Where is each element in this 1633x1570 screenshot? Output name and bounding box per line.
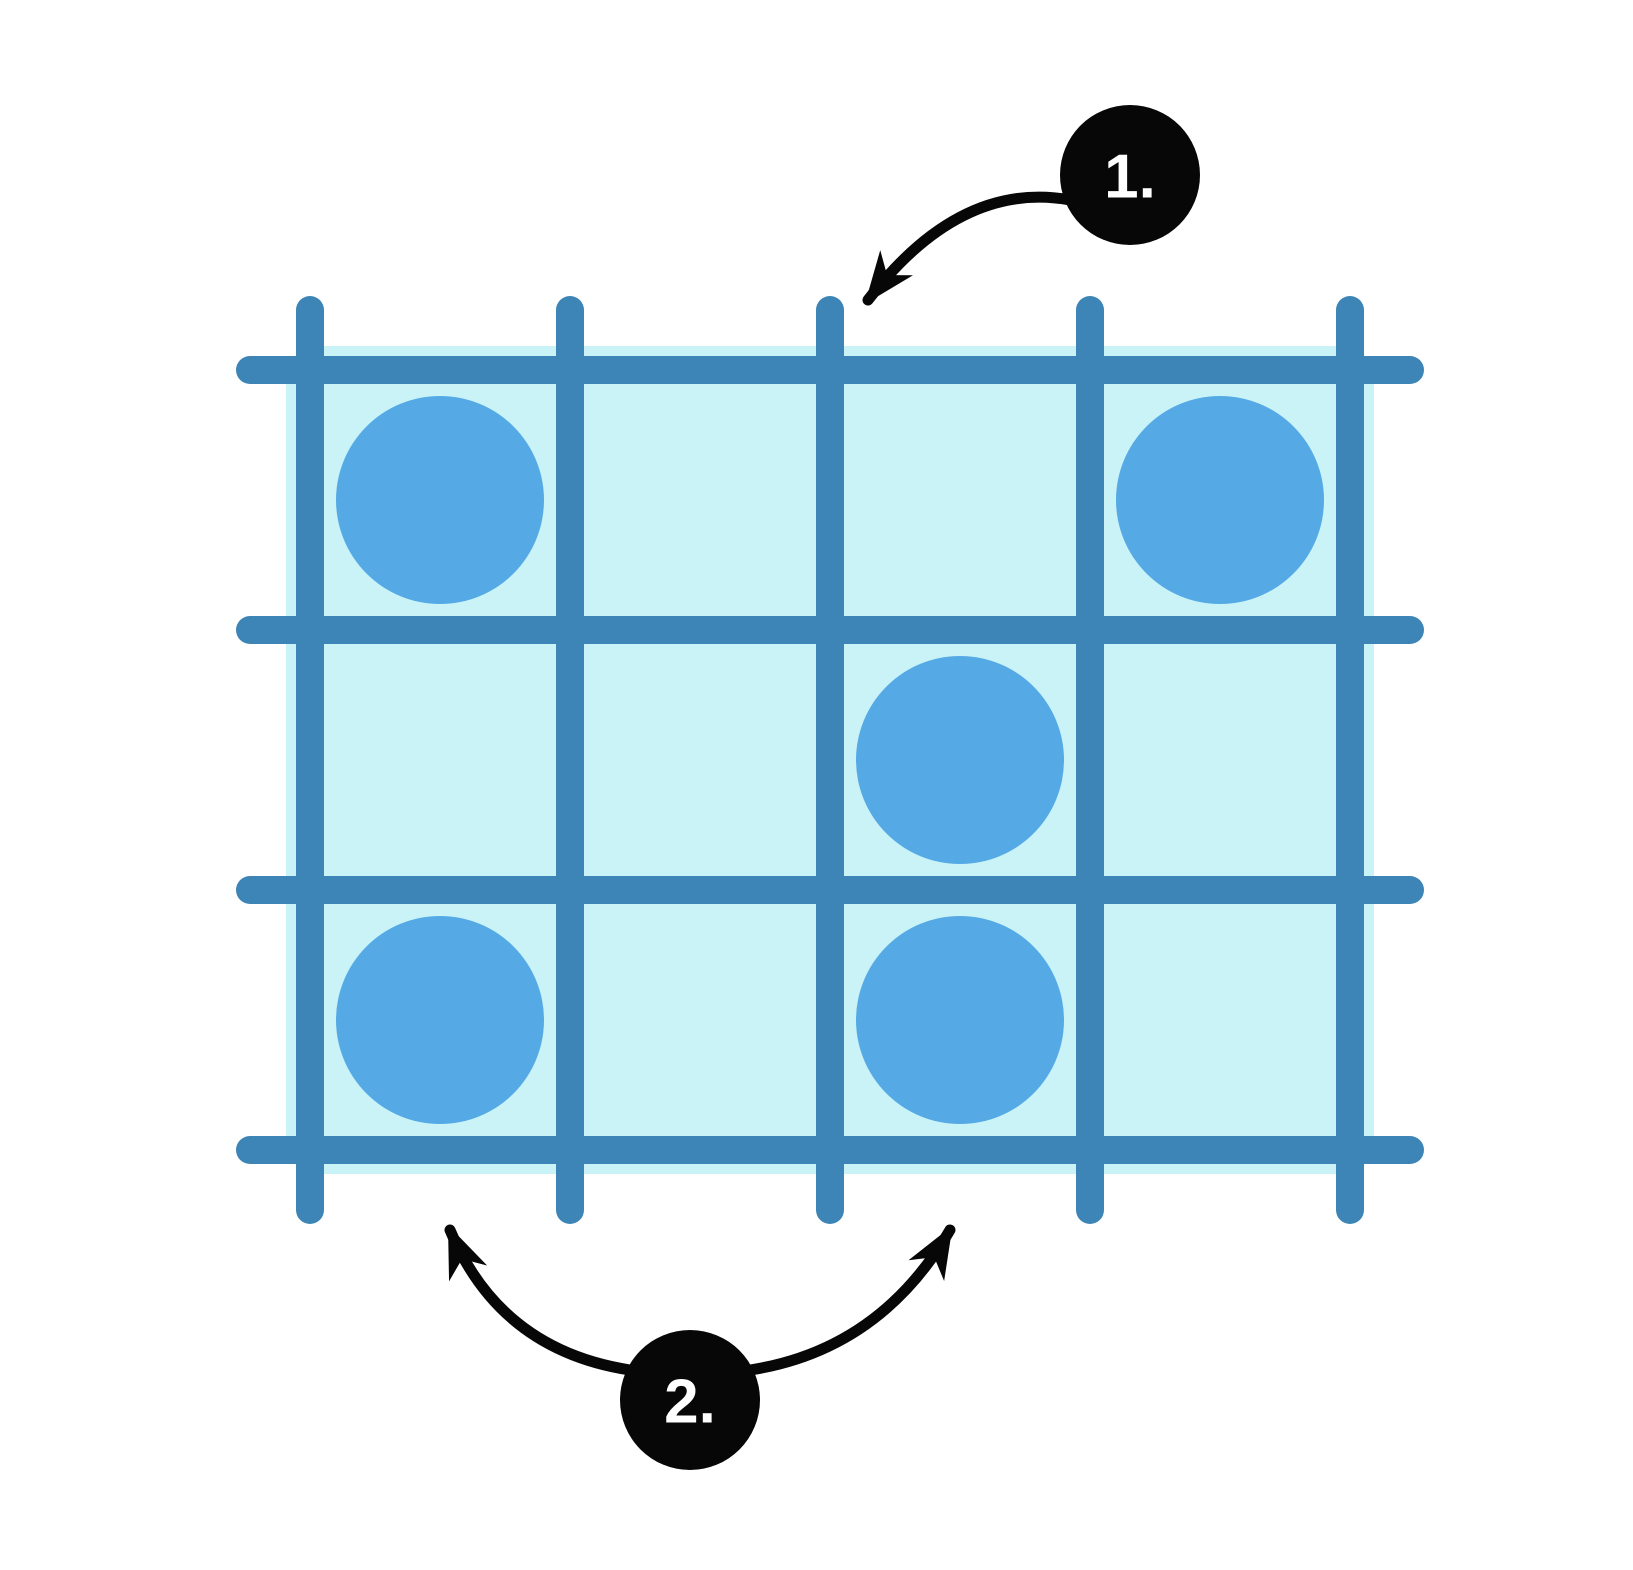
grid-item	[856, 656, 1064, 864]
callout-arrow	[450, 1230, 630, 1370]
grid-item	[1116, 396, 1324, 604]
callout-arrow	[868, 197, 1070, 300]
grid-item	[856, 916, 1064, 1124]
grid-item	[336, 396, 544, 604]
diagram-canvas: 1. 2.	[0, 0, 1633, 1570]
callout-2-label: 2.	[664, 1368, 716, 1437]
grid-item	[336, 916, 544, 1124]
callout-arrow	[750, 1230, 950, 1370]
callout-1-label: 1.	[1104, 143, 1156, 212]
